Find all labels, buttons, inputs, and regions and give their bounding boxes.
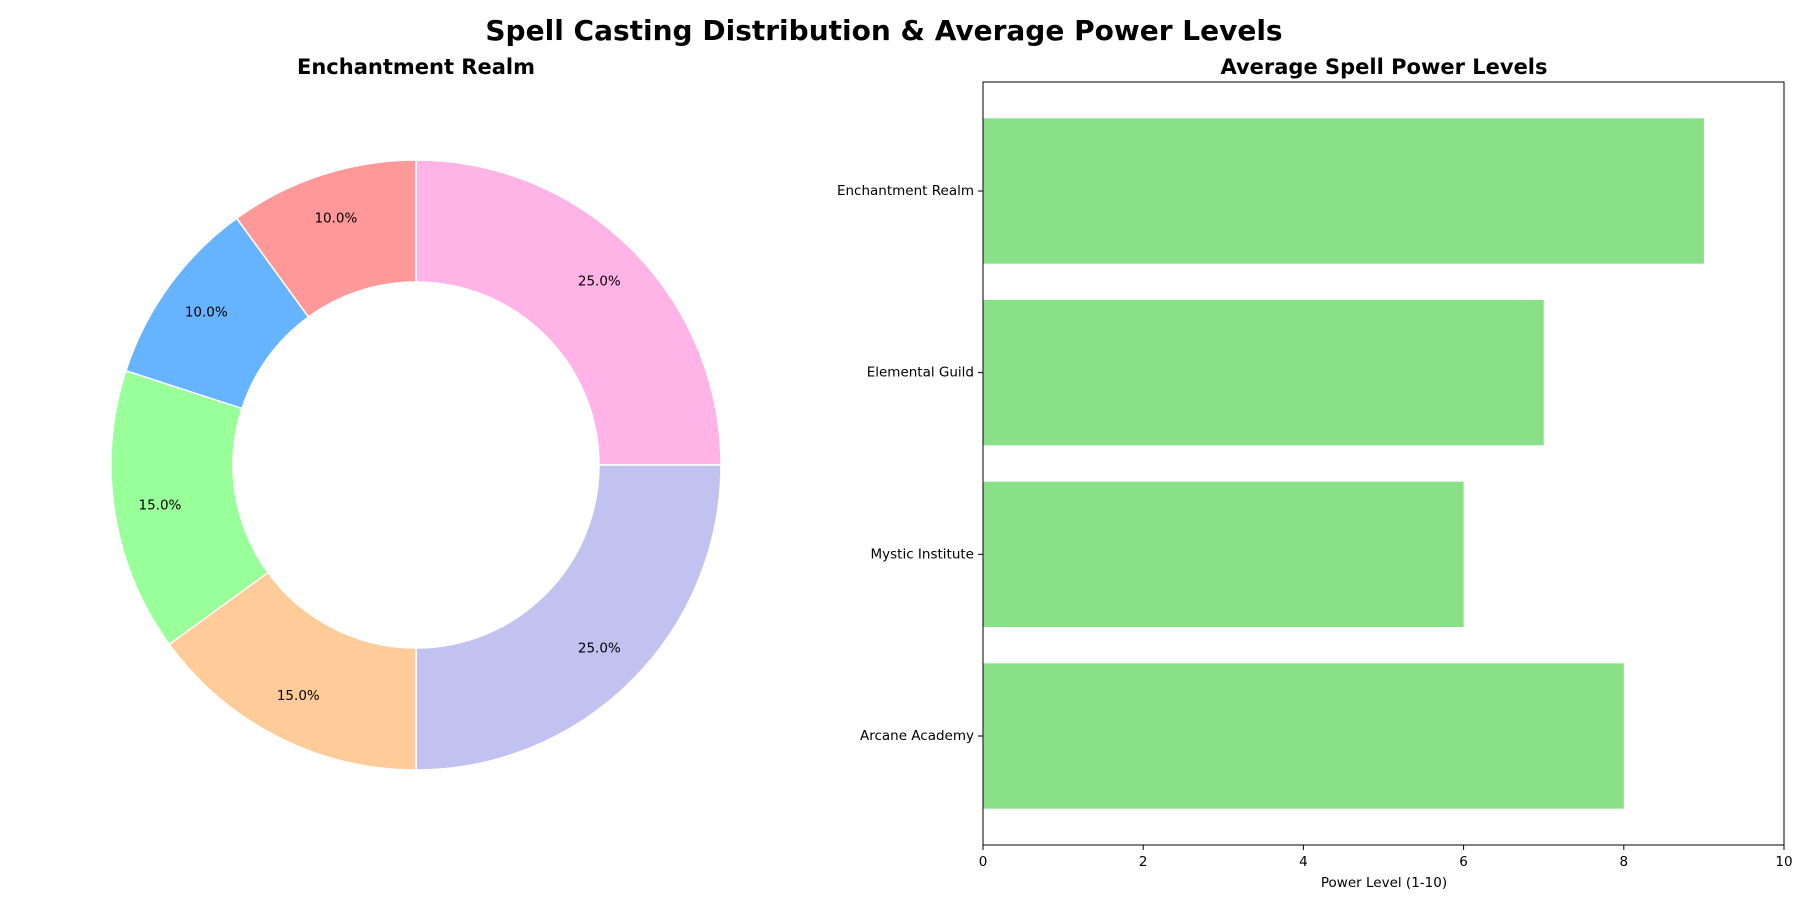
bar-chart: Average Spell Power Levels Enchantment R… xyxy=(837,55,1793,891)
y-tick-label: Mystic Institute xyxy=(871,546,975,562)
x-tick-label: 6 xyxy=(1459,854,1468,870)
donut-slice xyxy=(415,159,722,466)
donut-slices xyxy=(110,159,722,771)
x-tick-label: 4 xyxy=(1299,854,1308,870)
y-axis-ticks: Enchantment Realm Elemental Guild Mystic I… xyxy=(837,183,983,744)
bar-chart-title: Average Spell Power Levels xyxy=(1220,55,1547,79)
bar xyxy=(983,300,1544,446)
figure-title: Spell Casting Distribution & Average Pow… xyxy=(485,14,1282,47)
slice-percent-label: 10.0% xyxy=(185,305,228,321)
x-axis-label: Power Level (1-10) xyxy=(1321,875,1447,891)
slice-percent-label: 15.0% xyxy=(138,498,181,514)
y-tick-label: Elemental Guild xyxy=(867,365,974,381)
slice-percent-label: 10.0% xyxy=(314,210,357,226)
donut-slice xyxy=(235,159,417,318)
x-tick-label: 10 xyxy=(1775,854,1792,870)
x-tick-label: 2 xyxy=(1139,854,1148,870)
bars xyxy=(983,118,1704,809)
slice-percent-label: 25.0% xyxy=(578,640,621,656)
x-axis-ticks: 0 2 4 6 8 10 xyxy=(979,845,1793,870)
slice-percent-label: 15.0% xyxy=(277,688,320,704)
donut-chart-title: Enchantment Realm xyxy=(297,55,535,79)
x-tick-label: 0 xyxy=(979,854,988,870)
bar xyxy=(983,481,1464,627)
bar-axes-frame xyxy=(982,81,1785,846)
y-tick-label: Enchantment Realm xyxy=(837,183,974,199)
donut-slice xyxy=(415,464,722,771)
x-tick-label: 8 xyxy=(1620,854,1629,870)
bar xyxy=(983,118,1704,264)
slice-percent-label: 25.0% xyxy=(578,274,621,290)
bar xyxy=(983,663,1624,809)
y-tick-label: Arcane Academy xyxy=(860,728,974,744)
donut-labels: 25.0% 25.0% 15.0% 15.0% 10.0% 10.0% xyxy=(138,210,620,704)
donut-chart: Enchantment Realm 25.0% 25.0% 15.0% 15.0% 10… xyxy=(110,55,722,771)
